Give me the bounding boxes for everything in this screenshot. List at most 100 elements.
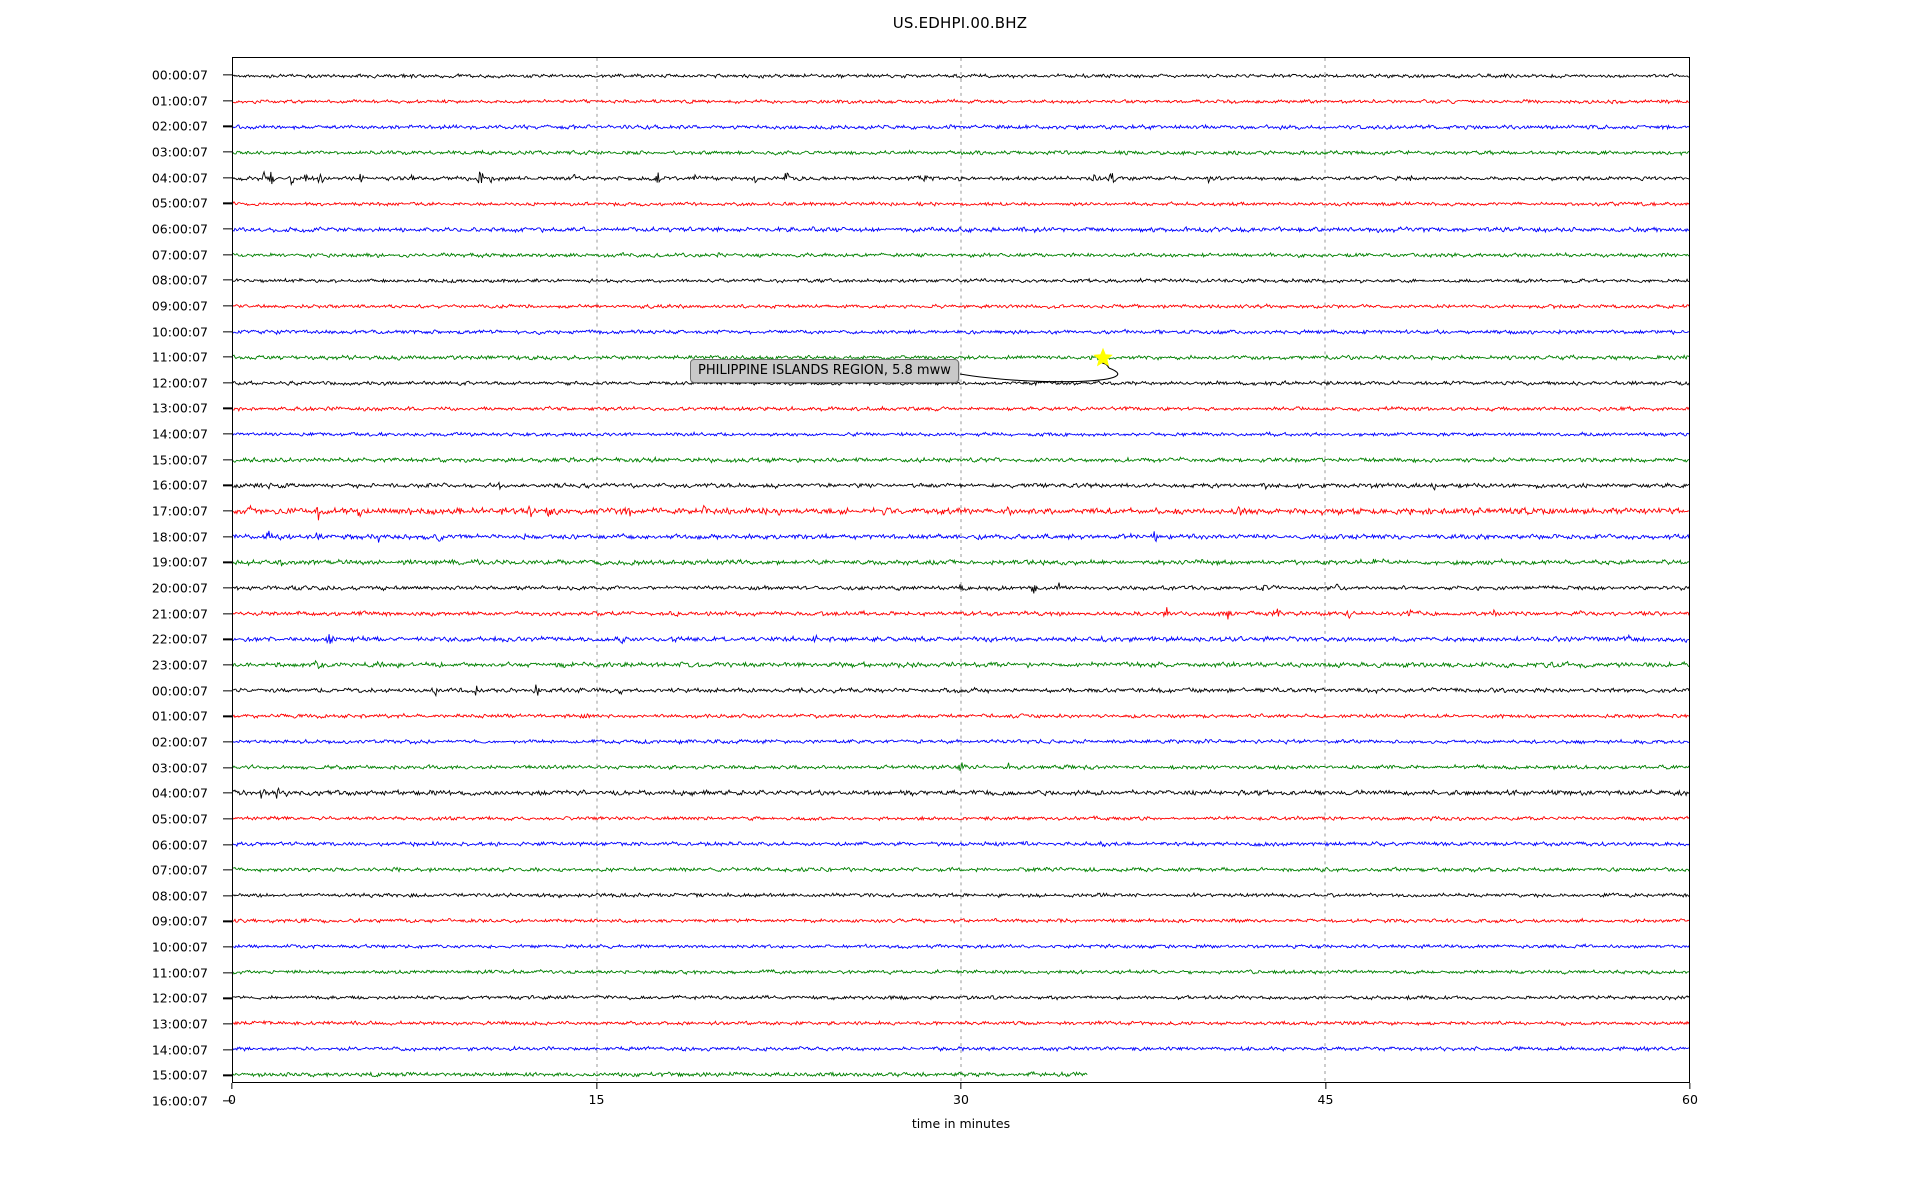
y-axis-tick-mark [223, 997, 232, 1000]
y-axis-tick-label: 13:00:07 [151, 1016, 208, 1032]
y-axis-tick-label: 14:00:07 [151, 426, 208, 442]
trace-row-7 [233, 251, 1689, 259]
trace-row-38 [233, 1045, 1689, 1053]
y-axis-tick-mark [223, 869, 232, 871]
x-axis-tick-label: 0 [228, 1092, 236, 1107]
x-axis-tick-labels: 0 15 30 45 60 [228, 1083, 1698, 1123]
event-marker-layer [233, 58, 1689, 1082]
trace-row-28 [233, 786, 1689, 799]
y-axis-tick-label: 09:00:07 [151, 298, 208, 314]
y-axis-tick-mark [223, 895, 232, 897]
y-axis-tick-label: 16:00:07 [151, 477, 208, 493]
trace-row-36 [233, 994, 1689, 1001]
y-axis-tick-label: 11:00:07 [151, 965, 208, 981]
trace-row-34 [233, 943, 1689, 950]
x-axis-tick-label: 15 [588, 1092, 605, 1107]
trace-row-0 [233, 72, 1689, 80]
y-axis-tick-label: 07:00:07 [151, 862, 208, 878]
trace-row-1 [233, 98, 1689, 105]
trace-row-3 [233, 149, 1689, 157]
x-axis-tick-mark [231, 1083, 233, 1089]
y-axis-tick-label: 07:00:07 [151, 247, 208, 263]
x-axis-tick-mark [960, 1083, 962, 1089]
y-axis-tick-mark [223, 1100, 232, 1102]
y-axis-tick-mark [223, 843, 232, 846]
y-axis-tick-mark [223, 561, 232, 563]
trace-row-12 [233, 379, 1689, 387]
y-axis-tick-mark [223, 818, 232, 820]
y-axis-tick-mark [223, 330, 232, 333]
y-axis-tick-mark [223, 433, 232, 435]
y-axis-tick-mark [223, 510, 232, 512]
trace-row-9 [233, 303, 1689, 310]
y-axis-tick-mark [223, 74, 232, 76]
y-axis-tick-label: 20:00:07 [151, 580, 208, 596]
y-axis-tick-mark [223, 664, 232, 666]
y-axis-tick-mark [223, 715, 232, 717]
y-axis-tick-mark [223, 99, 232, 102]
y-axis-tick-mark [223, 125, 232, 127]
y-axis-tick-mark [223, 1023, 232, 1025]
y-axis-tick-mark [223, 1049, 232, 1051]
trace-row-21 [233, 607, 1689, 620]
trace-row-8 [233, 277, 1689, 284]
y-axis-tick-label: 12:00:07 [151, 990, 208, 1006]
y-axis-tick-mark [223, 689, 232, 692]
y-axis-tick-label: 19:00:07 [151, 554, 208, 570]
y-axis-tick-label: 10:00:07 [151, 939, 208, 955]
y-axis-tick-mark [223, 356, 232, 358]
y-axis-tick-mark [223, 638, 232, 640]
y-axis-tick-label: 06:00:07 [151, 221, 208, 237]
y-axis-tick-label: 05:00:07 [151, 195, 208, 211]
y-axis-tick-label: 11:00:07 [151, 349, 208, 365]
y-axis-tick-label: 00:00:07 [151, 683, 208, 699]
y-axis-tick-mark [223, 612, 232, 615]
y-axis-tick-label: 03:00:07 [151, 760, 208, 776]
earthquake-event-star-icon [1093, 347, 1113, 367]
y-axis-tick-label: 08:00:07 [151, 272, 208, 288]
x-axis-tick-mark [595, 1083, 598, 1089]
y-axis-tick-label: 18:00:07 [151, 529, 208, 545]
seismogram-traces [233, 72, 1689, 1078]
y-axis-tick-label: 04:00:07 [151, 170, 208, 186]
page-title: US.EDHPI.00.BHZ [892, 14, 1028, 32]
y-axis-tick-label: 08:00:07 [151, 888, 208, 904]
trace-row-27 [233, 762, 1689, 772]
y-axis-tick-label: 03:00:07 [151, 144, 208, 160]
trace-row-33 [233, 917, 1689, 924]
x-axis-title: time in minutes [911, 1116, 1011, 1131]
y-axis-tick-label: 21:00:07 [151, 606, 208, 622]
x-axis-tick-label: 45 [1317, 1092, 1334, 1107]
y-axis-tick-mark [223, 407, 232, 410]
y-axis-tick-label: 02:00:07 [151, 118, 208, 134]
trace-row-15 [233, 455, 1689, 464]
y-axis-tick-mark [223, 151, 232, 153]
y-axis-tick-label: 14:00:07 [151, 1042, 208, 1058]
trace-row-5 [233, 201, 1689, 207]
y-axis-tick-labels: 00:00:07 01:00:07 02:00:07 03:00:07 04:00:07… [0, 57, 232, 1109]
y-axis-tick-mark [223, 741, 232, 743]
trace-row-32 [233, 891, 1689, 899]
trace-row-20 [233, 582, 1689, 594]
trace-row-22 [233, 633, 1689, 645]
trace-row-17 [233, 504, 1689, 521]
y-axis-tick-mark [223, 305, 232, 307]
trace-row-6 [233, 225, 1689, 234]
trace-row-10 [233, 328, 1689, 336]
trace-row-24 [233, 684, 1689, 698]
star-shape [1093, 347, 1113, 367]
trace-row-19 [233, 558, 1689, 567]
y-axis-tick-mark [223, 536, 232, 538]
y-axis-tick-mark [223, 587, 232, 589]
y-axis-tick-label: 10:00:07 [151, 324, 208, 339]
y-axis-tick-label: 05:00:07 [151, 811, 208, 827]
x-axis-tick-label: 30 [953, 1092, 969, 1107]
y-axis-tick-label: 02:00:07 [151, 734, 208, 750]
trace-row-30 [233, 840, 1689, 848]
event-annotation-label[interactable]: PHILIPPINE ISLANDS REGION, 5.8 mww [690, 359, 959, 383]
y-axis-tick-label: 15:00:07 [151, 1067, 208, 1083]
y-axis-tick-mark [223, 253, 232, 256]
trace-row-35 [233, 968, 1689, 976]
y-axis-tick-mark [223, 920, 232, 923]
